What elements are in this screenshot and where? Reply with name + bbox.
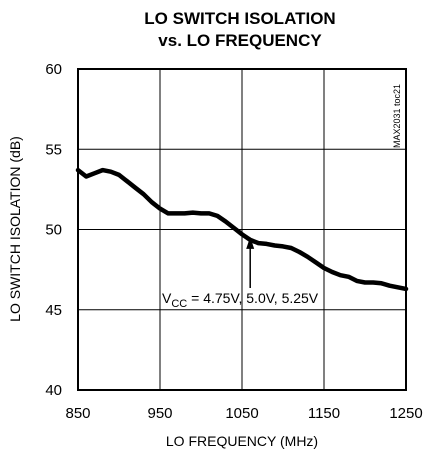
annotation-arrow-head bbox=[246, 236, 255, 249]
annotation-subscript: CC bbox=[171, 298, 187, 310]
chart-title-line2: vs. LO FREQUENCY bbox=[158, 31, 322, 50]
y-axis-label: LO SWITCH ISOLATION (dB) bbox=[7, 136, 23, 322]
figure-id: MAX2031 toc21 bbox=[392, 84, 402, 148]
annotation-suffix: = 4.75V, 5.0V, 5.25V bbox=[187, 290, 319, 306]
series-line bbox=[75, 167, 409, 292]
y-tick-labels: 40 45 50 55 60 bbox=[45, 61, 62, 399]
x-tick-label: 1250 bbox=[389, 405, 422, 422]
x-tick-label: 1150 bbox=[308, 405, 340, 422]
x-tick-labels: 850 950 1050 1150 1250 bbox=[65, 405, 422, 422]
y-tick-label: 60 bbox=[45, 61, 62, 78]
annotation-prefix: V bbox=[162, 290, 172, 306]
y-tick-label: 45 bbox=[45, 302, 62, 319]
data-series bbox=[75, 167, 409, 292]
x-tick-label: 950 bbox=[147, 405, 172, 422]
vcc-annotation: VCC = 4.75V, 5.0V, 5.25V bbox=[162, 236, 319, 310]
x-tick-label: 1050 bbox=[225, 405, 258, 422]
y-tick-label: 55 bbox=[45, 141, 62, 158]
annotation-label: VCC = 4.75V, 5.0V, 5.25V bbox=[162, 290, 319, 310]
y-tick-label: 40 bbox=[45, 382, 62, 399]
x-axis-label: LO FREQUENCY (MHz) bbox=[166, 433, 318, 449]
y-tick-label: 50 bbox=[45, 222, 62, 239]
chart-title-line1: LO SWITCH ISOLATION bbox=[144, 9, 335, 28]
x-tick-label: 850 bbox=[65, 405, 90, 422]
plot-frame bbox=[77, 68, 407, 391]
grid-lines bbox=[78, 69, 406, 390]
